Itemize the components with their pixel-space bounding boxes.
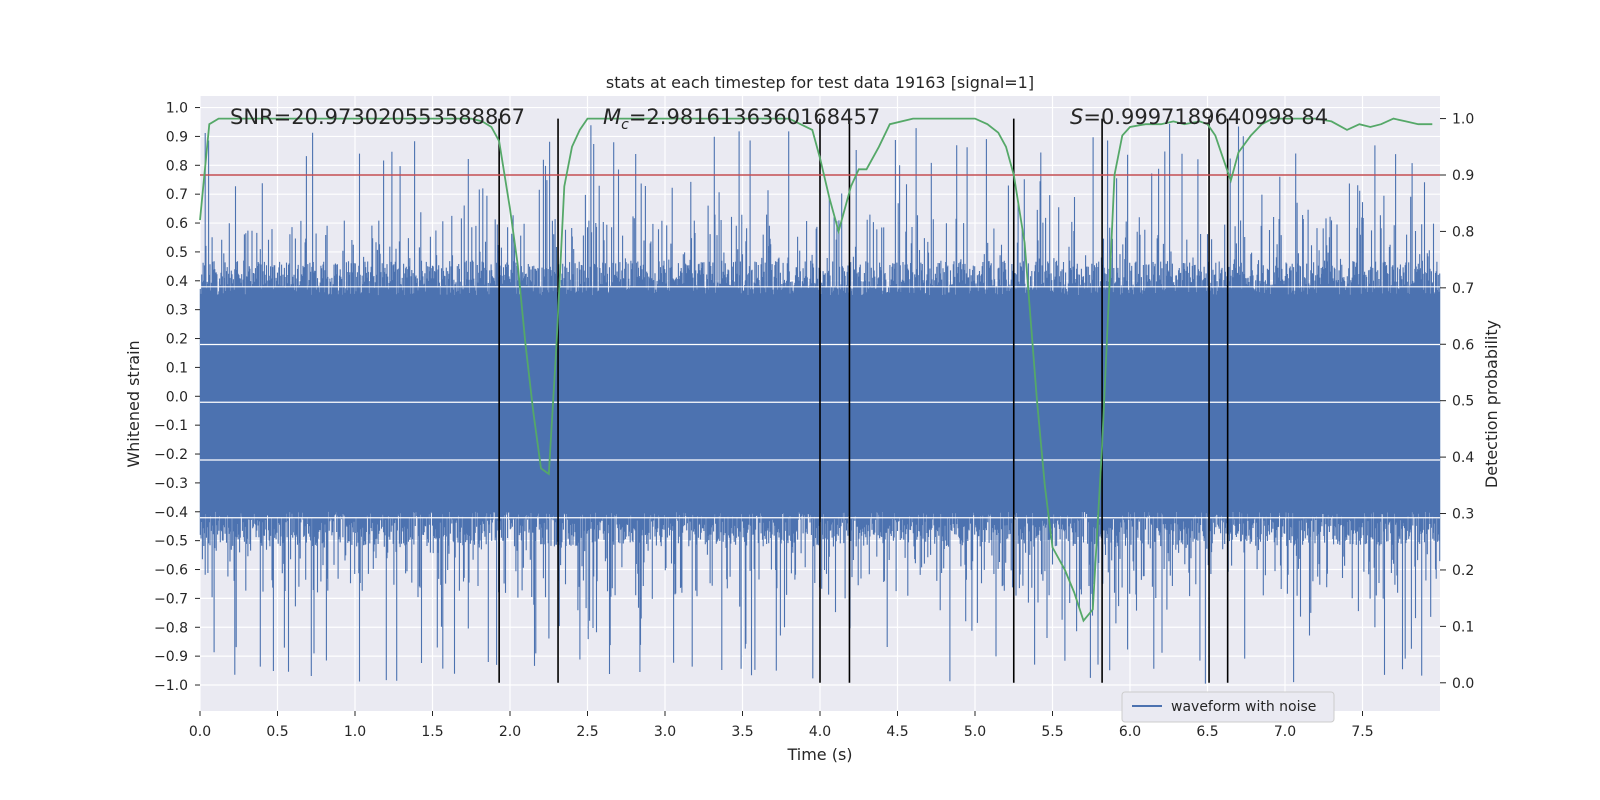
x-tick-label: 3.0 bbox=[654, 724, 676, 740]
x-tick-label: 7.5 bbox=[1351, 724, 1373, 740]
y-tick-label: 0.7 bbox=[166, 187, 188, 203]
probability-series bbox=[199, 117, 1433, 623]
y-axis-label: Whitened strain bbox=[124, 340, 143, 467]
spin-annotation: S=0.9997189640998 84 bbox=[1070, 105, 1328, 129]
event-marker-layer bbox=[498, 118, 1229, 683]
y2-tick-label: 0.8 bbox=[1452, 224, 1474, 240]
y2-tick-label: 0.5 bbox=[1452, 394, 1474, 410]
y2-tick-label: 0.6 bbox=[1452, 337, 1474, 353]
x-axis-label: Time (s) bbox=[786, 745, 852, 764]
y2-tick-label: 0.7 bbox=[1452, 281, 1474, 297]
y2-tick-label: 0.4 bbox=[1452, 450, 1474, 466]
legend: waveform with noise bbox=[1121, 691, 1335, 723]
y-tick-label: 0.1 bbox=[166, 360, 188, 376]
y2-tick-label: 0.9 bbox=[1452, 168, 1474, 184]
x-tick-label: 1.0 bbox=[344, 724, 366, 740]
y-tick-label: −0.7 bbox=[154, 591, 188, 607]
y-tick-label: 0.4 bbox=[166, 274, 188, 290]
probability-layer bbox=[199, 117, 1440, 623]
chirp-mass-annotation: Mc=2.9816136360168457 bbox=[603, 105, 880, 133]
y2-axis-label: Detection probability bbox=[1482, 320, 1501, 488]
legend-label-waveform: waveform with noise bbox=[1171, 699, 1316, 715]
y2-tick-layer: 1.0 0.9 0.8 0.7 0.6 0.5 0.4 0.3 0.2 0.1 0.0 bbox=[1440, 112, 1474, 692]
legend-box bbox=[1121, 691, 1335, 723]
waveform-series bbox=[199, 123, 1441, 684]
y-tick-label: 0.2 bbox=[166, 332, 188, 348]
x-tick-label: 4.5 bbox=[886, 724, 908, 740]
spin-symbol: S bbox=[1070, 105, 1083, 129]
y-tick-label: −0.9 bbox=[154, 649, 188, 665]
y-tick-label: −1.0 bbox=[154, 678, 188, 694]
y2-tick-label: 0.3 bbox=[1452, 507, 1474, 523]
y-tick-label: 0.5 bbox=[166, 245, 188, 261]
y-tick-label: 0.0 bbox=[166, 389, 188, 405]
x-tick-label: 2.0 bbox=[499, 724, 521, 740]
x-tick-label: 3.5 bbox=[731, 724, 753, 740]
y2-tick-label: 0.2 bbox=[1452, 563, 1474, 579]
y-tick-label: −0.5 bbox=[154, 534, 188, 550]
x-tick-label: 7.0 bbox=[1274, 724, 1296, 740]
x-tick-label: 4.0 bbox=[809, 724, 831, 740]
x-tick-label: 6.0 bbox=[1119, 724, 1141, 740]
x-tick-layer: 0.0 0.5 1.0 1.5 2.0 2.5 3.0 3.5 4.0 4.5 5.0 5.5 6.0 6… bbox=[189, 711, 1374, 740]
x-tick-label: 5.5 bbox=[1041, 724, 1063, 740]
spin-value: =0.9997189640998 84 bbox=[1083, 105, 1328, 129]
y-tick-label: −0.2 bbox=[154, 447, 188, 463]
y-tick-layer: 1.0 0.9 0.8 0.7 0.6 0.5 0.4 0.3 0.2 0.1 0.0 −0.1 −0.… bbox=[154, 101, 200, 694]
y-tick-label: −0.6 bbox=[154, 563, 188, 579]
y-tick-label: −0.3 bbox=[154, 476, 188, 492]
y-tick-label: −0.1 bbox=[154, 418, 188, 434]
chirp-mass-subscript: c bbox=[621, 117, 629, 133]
x-tick-label: 0.5 bbox=[266, 724, 288, 740]
x-tick-label: 5.0 bbox=[964, 724, 986, 740]
y-tick-label: 0.8 bbox=[166, 158, 188, 174]
y2-tick-label: 0.0 bbox=[1452, 676, 1474, 692]
snr-annotation: SNR=20.973020553588867 bbox=[230, 105, 525, 129]
y2-tick-label: 0.1 bbox=[1452, 619, 1474, 635]
y-tick-label: −0.8 bbox=[154, 620, 188, 636]
chart-title: stats at each timestep for test data 191… bbox=[606, 73, 1034, 92]
chirp-mass-value: =2.9816136360168457 bbox=[629, 105, 880, 129]
x-tick-label: 1.5 bbox=[421, 724, 443, 740]
y2-tick-label: 1.0 bbox=[1452, 112, 1474, 128]
chirp-mass-symbol: M bbox=[603, 105, 621, 129]
y-tick-label: 0.3 bbox=[166, 303, 188, 319]
x-tick-label: 2.5 bbox=[576, 724, 598, 740]
x-tick-label: 0.0 bbox=[189, 724, 211, 740]
y-tick-label: −0.4 bbox=[154, 505, 188, 521]
y-tick-label: 0.9 bbox=[166, 129, 188, 145]
x-tick-label: 6.5 bbox=[1196, 724, 1218, 740]
y-tick-label: 0.6 bbox=[166, 216, 188, 232]
y-tick-label: 1.0 bbox=[166, 101, 188, 117]
